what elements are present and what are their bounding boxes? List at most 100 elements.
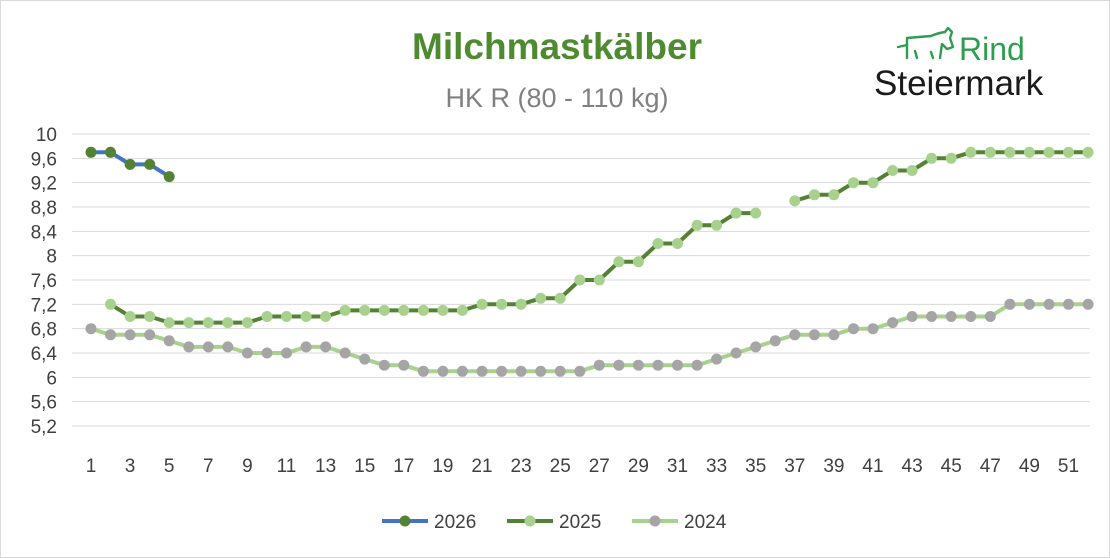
- data-point-2025: [300, 311, 312, 322]
- data-point-2024: [124, 329, 136, 341]
- data-point-2024: [574, 365, 586, 377]
- x-tick-label: 17: [393, 456, 414, 477]
- data-point-2025: [398, 304, 410, 316]
- series-line-2024: [90, 302, 1089, 374]
- legend: 2026 2025 2024: [382, 512, 727, 533]
- data-point-2024: [105, 329, 116, 341]
- data-point-2025: [261, 311, 273, 322]
- data-point-2024: [85, 323, 97, 335]
- data-point-2024: [378, 359, 390, 371]
- data-point-2025: [906, 165, 918, 176]
- data-point-2024: [1063, 298, 1074, 310]
- x-tick-label: 35: [745, 456, 766, 477]
- legend-marker: [649, 515, 661, 527]
- data-point-2024: [828, 329, 840, 341]
- data-point-2025: [339, 304, 351, 316]
- x-tick-label: 21: [471, 456, 492, 477]
- data-point-2024: [1023, 298, 1035, 310]
- data-point-2024: [593, 359, 605, 371]
- chart-subtitle: HK R (80 - 110 kg): [445, 83, 668, 113]
- series-line-2025: [794, 150, 1089, 203]
- data-point-2025: [222, 317, 234, 329]
- data-point-2025: [867, 177, 879, 189]
- y-tick-label: 7,2: [31, 295, 57, 316]
- x-tick-label: 23: [511, 456, 532, 477]
- data-point-2025: [848, 177, 859, 189]
- series-2025: [105, 146, 1094, 329]
- y-tick-label: 7,6: [31, 271, 57, 292]
- data-point-2025: [652, 238, 664, 249]
- series-2024: [85, 298, 1094, 377]
- data-point-2025: [202, 317, 214, 329]
- data-point-2024: [652, 359, 664, 371]
- x-axis-ticks: 1 3 5 7 9 11 13 15 17 19 21 23 25 27 29 31 33 35 37 39 41 43 4…: [86, 456, 1079, 477]
- y-tick-label: 8: [46, 247, 57, 268]
- y-tick-label: 9,6: [31, 149, 57, 170]
- data-point-2025: [593, 274, 605, 286]
- data-point-2025: [281, 311, 292, 322]
- data-point-2025: [945, 152, 957, 164]
- data-point-2026: [105, 146, 116, 158]
- data-point-2025: [496, 298, 508, 310]
- data-point-2025: [672, 238, 683, 249]
- x-tick-label: 43: [902, 456, 923, 477]
- legend-item-2024: 2024: [632, 512, 727, 533]
- x-tick-label: 47: [980, 456, 1001, 477]
- x-tick-label: 25: [550, 456, 571, 477]
- logo-word-rind: Rind: [959, 31, 1025, 67]
- y-tick-label: 10: [36, 125, 57, 146]
- x-tick-label: 49: [1019, 456, 1040, 477]
- x-tick-label: 11: [277, 456, 297, 477]
- x-tick-label: 9: [242, 456, 253, 477]
- data-point-2024: [926, 311, 938, 322]
- data-point-2025: [730, 207, 742, 219]
- data-point-2024: [887, 317, 899, 329]
- data-point-2024: [398, 359, 410, 371]
- data-point-2025: [163, 317, 175, 329]
- y-tick-label: 5,6: [31, 393, 57, 414]
- data-point-2025: [965, 146, 977, 158]
- legend-marker: [399, 515, 411, 527]
- data-point-2024: [672, 359, 683, 371]
- data-point-2025: [887, 165, 899, 176]
- x-tick-label: 5: [164, 456, 175, 477]
- data-point-2024: [456, 365, 468, 377]
- data-point-2024: [339, 347, 351, 359]
- x-tick-label: 29: [628, 456, 649, 477]
- grid-lines: [72, 133, 1090, 427]
- series-2026: [85, 146, 175, 183]
- data-point-2024: [163, 335, 175, 347]
- x-tick-label: 45: [941, 456, 962, 477]
- data-point-2025: [926, 152, 938, 164]
- data-point-2025: [789, 195, 801, 207]
- data-point-2025: [691, 219, 703, 231]
- data-point-2025: [1043, 146, 1055, 158]
- data-point-2024: [711, 353, 723, 365]
- x-tick-label: 41: [862, 456, 883, 477]
- y-tick-label: 8,8: [31, 198, 57, 219]
- x-tick-label: 13: [315, 456, 336, 477]
- data-point-2025: [535, 292, 547, 304]
- legend-marker: [524, 515, 536, 527]
- data-point-2024: [222, 341, 234, 353]
- data-point-2024: [906, 311, 918, 322]
- x-tick-label: 7: [203, 456, 214, 477]
- data-point-2024: [867, 323, 879, 335]
- data-point-2024: [183, 341, 195, 353]
- data-point-2025: [828, 189, 840, 201]
- data-point-2025: [359, 304, 371, 316]
- data-point-2024: [613, 359, 625, 371]
- y-tick-label: 6,8: [31, 320, 57, 341]
- data-point-2025: [750, 207, 762, 219]
- data-point-2025: [124, 311, 136, 322]
- data-point-2024: [1043, 298, 1055, 310]
- data-point-2025: [183, 317, 195, 329]
- data-point-2026: [85, 146, 97, 158]
- data-point-2025: [320, 311, 332, 322]
- data-point-2025: [984, 146, 996, 158]
- x-tick-label: 33: [706, 456, 727, 477]
- data-point-2024: [261, 347, 273, 359]
- chart-title: Milchmastkälber: [412, 26, 702, 67]
- legend-item-2025: 2025: [507, 512, 601, 533]
